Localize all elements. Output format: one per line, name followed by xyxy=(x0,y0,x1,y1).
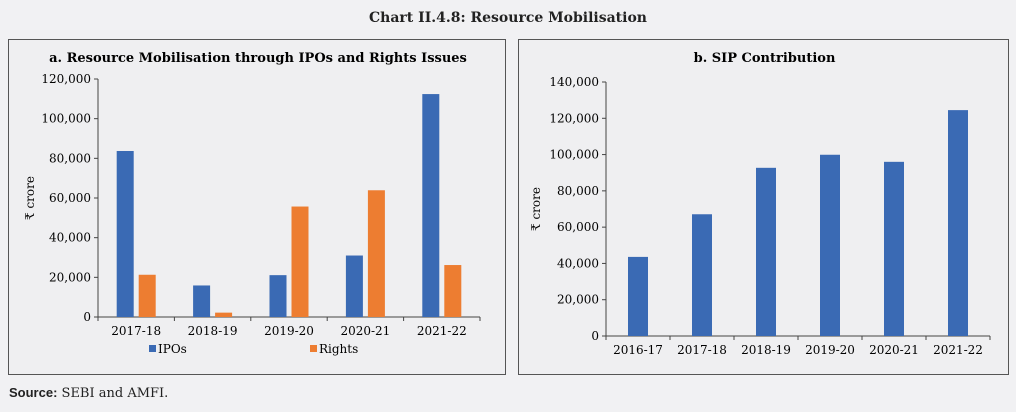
legend-label-rights: Rights xyxy=(319,342,358,356)
y-axis-label: ₹ crore xyxy=(23,176,37,220)
y-tick-label: 0 xyxy=(83,310,91,324)
y-axis-label: ₹ crore xyxy=(529,187,543,231)
legend-swatch-ipos xyxy=(149,345,156,352)
y-tick-label: 40,000 xyxy=(557,256,599,270)
source-note: Source: SEBI and AMFI. xyxy=(9,385,168,401)
bar-ipos-2018-19 xyxy=(193,285,211,317)
bar-sip-2021-22 xyxy=(948,110,968,336)
bar-sip-2020-21 xyxy=(884,161,904,336)
chart-sip: b. SIP Contribution 0 20,000 40,000 60,000 80… xyxy=(529,51,991,357)
chart-panel-ipos-rights: a. Resource Mobilisation through IPOs an… xyxy=(8,39,506,375)
legend-label-ipos: IPOs xyxy=(158,342,187,356)
bar-ipos-2019-20 xyxy=(269,275,287,317)
chart-title: a. Resource Mobilisation through IPOs an… xyxy=(49,51,467,66)
figure-title: Chart II.4.8: Resource Mobilisation xyxy=(369,10,647,26)
x-tick-label: 2019-20 xyxy=(264,324,314,338)
source-label: Source: xyxy=(9,385,58,400)
y-tick-label: 20,000 xyxy=(49,270,91,284)
bar-rights-2020-21 xyxy=(367,190,385,317)
bar-ipos-2020-21 xyxy=(345,255,363,317)
x-tick-label: 2019-20 xyxy=(805,343,855,357)
y-tick-label: 100,000 xyxy=(549,148,599,162)
bar-rights-2017-18 xyxy=(138,274,156,317)
bar-rights-2018-19 xyxy=(215,312,233,317)
chart-title: b. SIP Contribution xyxy=(694,51,836,66)
x-tick-label: 2017-18 xyxy=(677,343,727,357)
x-tick-label: 2018-19 xyxy=(741,343,791,357)
bar-ipos-2021-22 xyxy=(422,94,440,317)
x-tick-label: 2020-21 xyxy=(340,324,390,338)
chart-panel-sip: b. SIP Contribution 0 20,000 40,000 60,000 80… xyxy=(518,39,1009,375)
y-tick-label: 40,000 xyxy=(49,231,91,245)
bar-rights-2019-20 xyxy=(291,206,309,317)
bar-ipos-2017-18 xyxy=(116,150,134,317)
y-tick-label: 0 xyxy=(591,329,599,343)
legend-swatch-rights xyxy=(310,345,317,352)
y-tick-label: 80,000 xyxy=(49,151,91,165)
y-tick-label: 120,000 xyxy=(549,111,599,125)
x-tick-label: 2021-22 xyxy=(933,343,983,357)
bar-sip-2018-19 xyxy=(756,167,776,336)
source-text: SEBI and AMFI. xyxy=(57,386,169,401)
y-tick-label: 120,000 xyxy=(41,72,91,86)
y-tick-label: 60,000 xyxy=(557,220,599,234)
y-tick-label: 60,000 xyxy=(49,191,91,205)
y-tick-label: 100,000 xyxy=(41,112,91,126)
x-tick-label: 2020-21 xyxy=(869,343,919,357)
chart-ipos-rights: a. Resource Mobilisation through IPOs an… xyxy=(23,51,481,356)
y-tick-label: 140,000 xyxy=(549,75,599,89)
x-tick-label: 2021-22 xyxy=(417,324,467,338)
bar-sip-2017-18 xyxy=(692,214,712,336)
x-tick-label: 2018-19 xyxy=(188,324,238,338)
y-tick-label: 80,000 xyxy=(557,184,599,198)
y-tick-label: 20,000 xyxy=(557,293,599,307)
bar-rights-2021-22 xyxy=(444,265,462,317)
x-tick-label: 2016-17 xyxy=(613,343,663,357)
bar-sip-2016-17 xyxy=(628,256,648,336)
bar-sip-2019-20 xyxy=(820,154,840,336)
x-tick-label: 2017-18 xyxy=(111,324,161,338)
